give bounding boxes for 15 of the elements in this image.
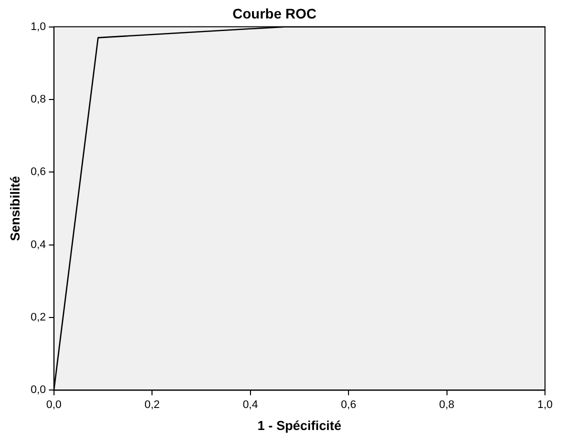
chart-title: Courbe ROC [232,5,316,22]
x-tick-label: 0,6 [340,398,356,411]
x-axis-title: 1 - Spécificité [258,418,342,433]
y-tick-label: 0,0 [30,384,46,396]
x-tick-label: 0,8 [439,398,454,411]
x-tick-label: 1,0 [537,398,553,411]
y-tick-label: 0,6 [30,166,46,178]
y-axis-title: Sensibilité [7,176,22,242]
y-tick-label: 0,8 [30,94,46,106]
y-tick-label: 0,4 [30,238,46,251]
x-tick-label: 0,4 [242,398,258,411]
y-tick-label: 0,2 [30,312,46,324]
y-tick-label: 1,0 [30,20,46,33]
x-tick-label: 0,2 [144,398,160,411]
x-tick-label: 0,0 [46,398,62,411]
